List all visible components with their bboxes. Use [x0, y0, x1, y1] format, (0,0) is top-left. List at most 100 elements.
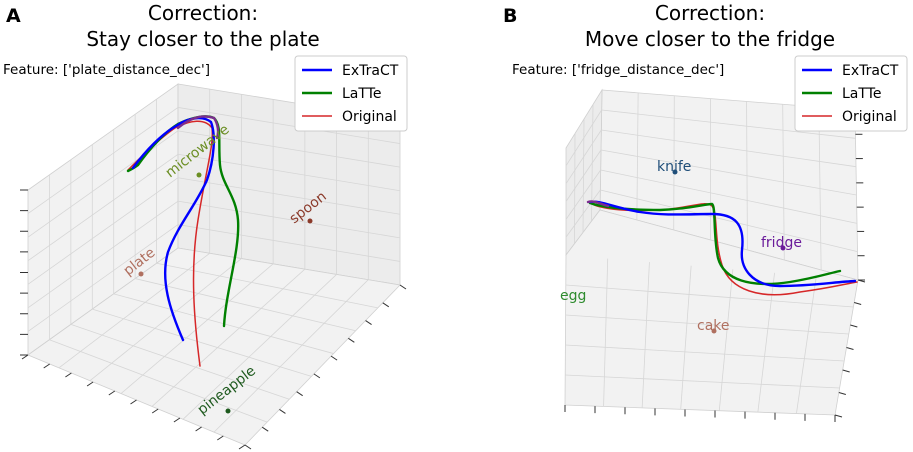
legend-box: [294, 55, 408, 132]
panel-b-series-overlap: [586, 200, 610, 208]
axis-tick: [348, 337, 355, 343]
panel-b-object-knife: knife: [657, 159, 691, 175]
axis-tick: [279, 409, 286, 414]
gridline: [27, 224, 179, 332]
axis-tick: [296, 391, 303, 397]
gridline: [600, 149, 857, 196]
axis-tick: [217, 435, 224, 441]
panel-letter-b: B: [503, 5, 517, 27]
gridline: [600, 189, 858, 253]
gridline: [603, 258, 609, 407]
panel-b-gridlines: [565, 92, 858, 414]
legend-label-extract: ExTraCT: [842, 63, 899, 79]
gridline: [680, 265, 692, 410]
gridline: [177, 224, 401, 262]
gridline: [70, 324, 290, 400]
axis-tick: [857, 279, 866, 283]
gridline: [718, 269, 734, 411]
object-marker: [672, 169, 678, 175]
gridline: [601, 129, 857, 168]
gridline: [120, 263, 274, 394]
object-label: fridge: [761, 235, 802, 251]
axis-tick: [65, 372, 72, 378]
panel-a-title-line-1: Correction:: [148, 1, 258, 25]
panel-a-series-original: [127, 120, 214, 367]
gridline: [177, 153, 401, 192]
gridline: [135, 278, 356, 332]
axis-tick: [854, 302, 862, 305]
panel-a-ticks: [20, 189, 407, 450]
panel-a-gridlines: [27, 89, 401, 433]
object-marker: [780, 245, 786, 251]
axis-tick: [846, 347, 854, 350]
axis-tick: [838, 392, 846, 395]
object-marker: [307, 218, 313, 224]
panel-b-series-extract: [588, 200, 857, 288]
panel-b-title-line-2: Move closer to the fridge: [585, 27, 835, 51]
axis-tick: [108, 390, 116, 396]
axis-tick: [173, 417, 181, 423]
panel-a-series-extract: [131, 116, 215, 342]
gridline: [27, 153, 179, 262]
gridline: [582, 118, 585, 233]
gridline: [565, 314, 849, 335]
gridline: [182, 274, 337, 420]
axis-tick: [86, 381, 94, 387]
legend-label-latte: LaTTe: [842, 86, 881, 102]
gridline: [782, 104, 785, 261]
legend-label-original: Original: [342, 109, 397, 125]
gridline: [58, 252, 210, 369]
gridline: [574, 133, 576, 244]
gridline: [151, 268, 306, 407]
object-marker: [196, 172, 202, 178]
gridline: [746, 101, 748, 251]
panel-b-title-line-1: Correction:: [655, 1, 765, 25]
gridline: [636, 92, 639, 221]
gridline: [27, 200, 179, 309]
panel-a-title-line-2: Stay closer to the plate: [86, 27, 319, 51]
gridline: [565, 344, 845, 362]
object-label: cake: [697, 318, 730, 334]
gridline: [818, 107, 822, 271]
gridline: [27, 130, 179, 238]
axis-tick: [382, 302, 390, 308]
panel-letter-a: A: [6, 5, 21, 27]
gridline: [177, 177, 401, 215]
panel-a-feature-label: Feature: ['plate_distance_dec']: [3, 62, 210, 78]
panel-b-feature-label: Feature: ['fridge_distance_dec']: [512, 62, 724, 78]
gridline: [177, 200, 401, 239]
gridline: [600, 169, 858, 224]
gridline: [641, 262, 650, 408]
gridline: [565, 374, 840, 389]
gridline: [49, 339, 268, 423]
axis-tick: [244, 444, 252, 450]
axis-tick: [330, 355, 338, 361]
axis-tick: [43, 363, 50, 369]
object-marker: [138, 271, 144, 277]
legend-label-latte: LaTTe: [342, 86, 381, 102]
panel-b-object-fridge: fridge: [761, 235, 802, 251]
panel-b-series-latte: [588, 201, 842, 286]
panel-b-object-cake: cake: [697, 318, 730, 334]
axis-tick: [238, 444, 246, 450]
axis-tick: [834, 414, 843, 418]
axis-tick: [195, 426, 202, 432]
axis-tick: [365, 320, 372, 325]
panel-b-object-egg: egg: [560, 288, 586, 304]
gridline: [177, 130, 401, 168]
axis-tick: [313, 373, 321, 379]
object-label: knife: [657, 159, 691, 175]
gridline: [27, 107, 179, 214]
panel-b-legend: ExTraCT LaTTe Original: [794, 55, 908, 132]
gridline: [565, 284, 854, 308]
panel-a-axes-3d: [20, 83, 407, 450]
gridline: [92, 308, 312, 377]
gridline: [796, 276, 817, 414]
legend-box: [794, 55, 908, 132]
axis-tick: [850, 324, 858, 328]
object-marker: [225, 408, 231, 414]
axis-tick: [130, 399, 137, 405]
axis-tick: [399, 284, 407, 290]
axis-tick: [261, 426, 269, 432]
